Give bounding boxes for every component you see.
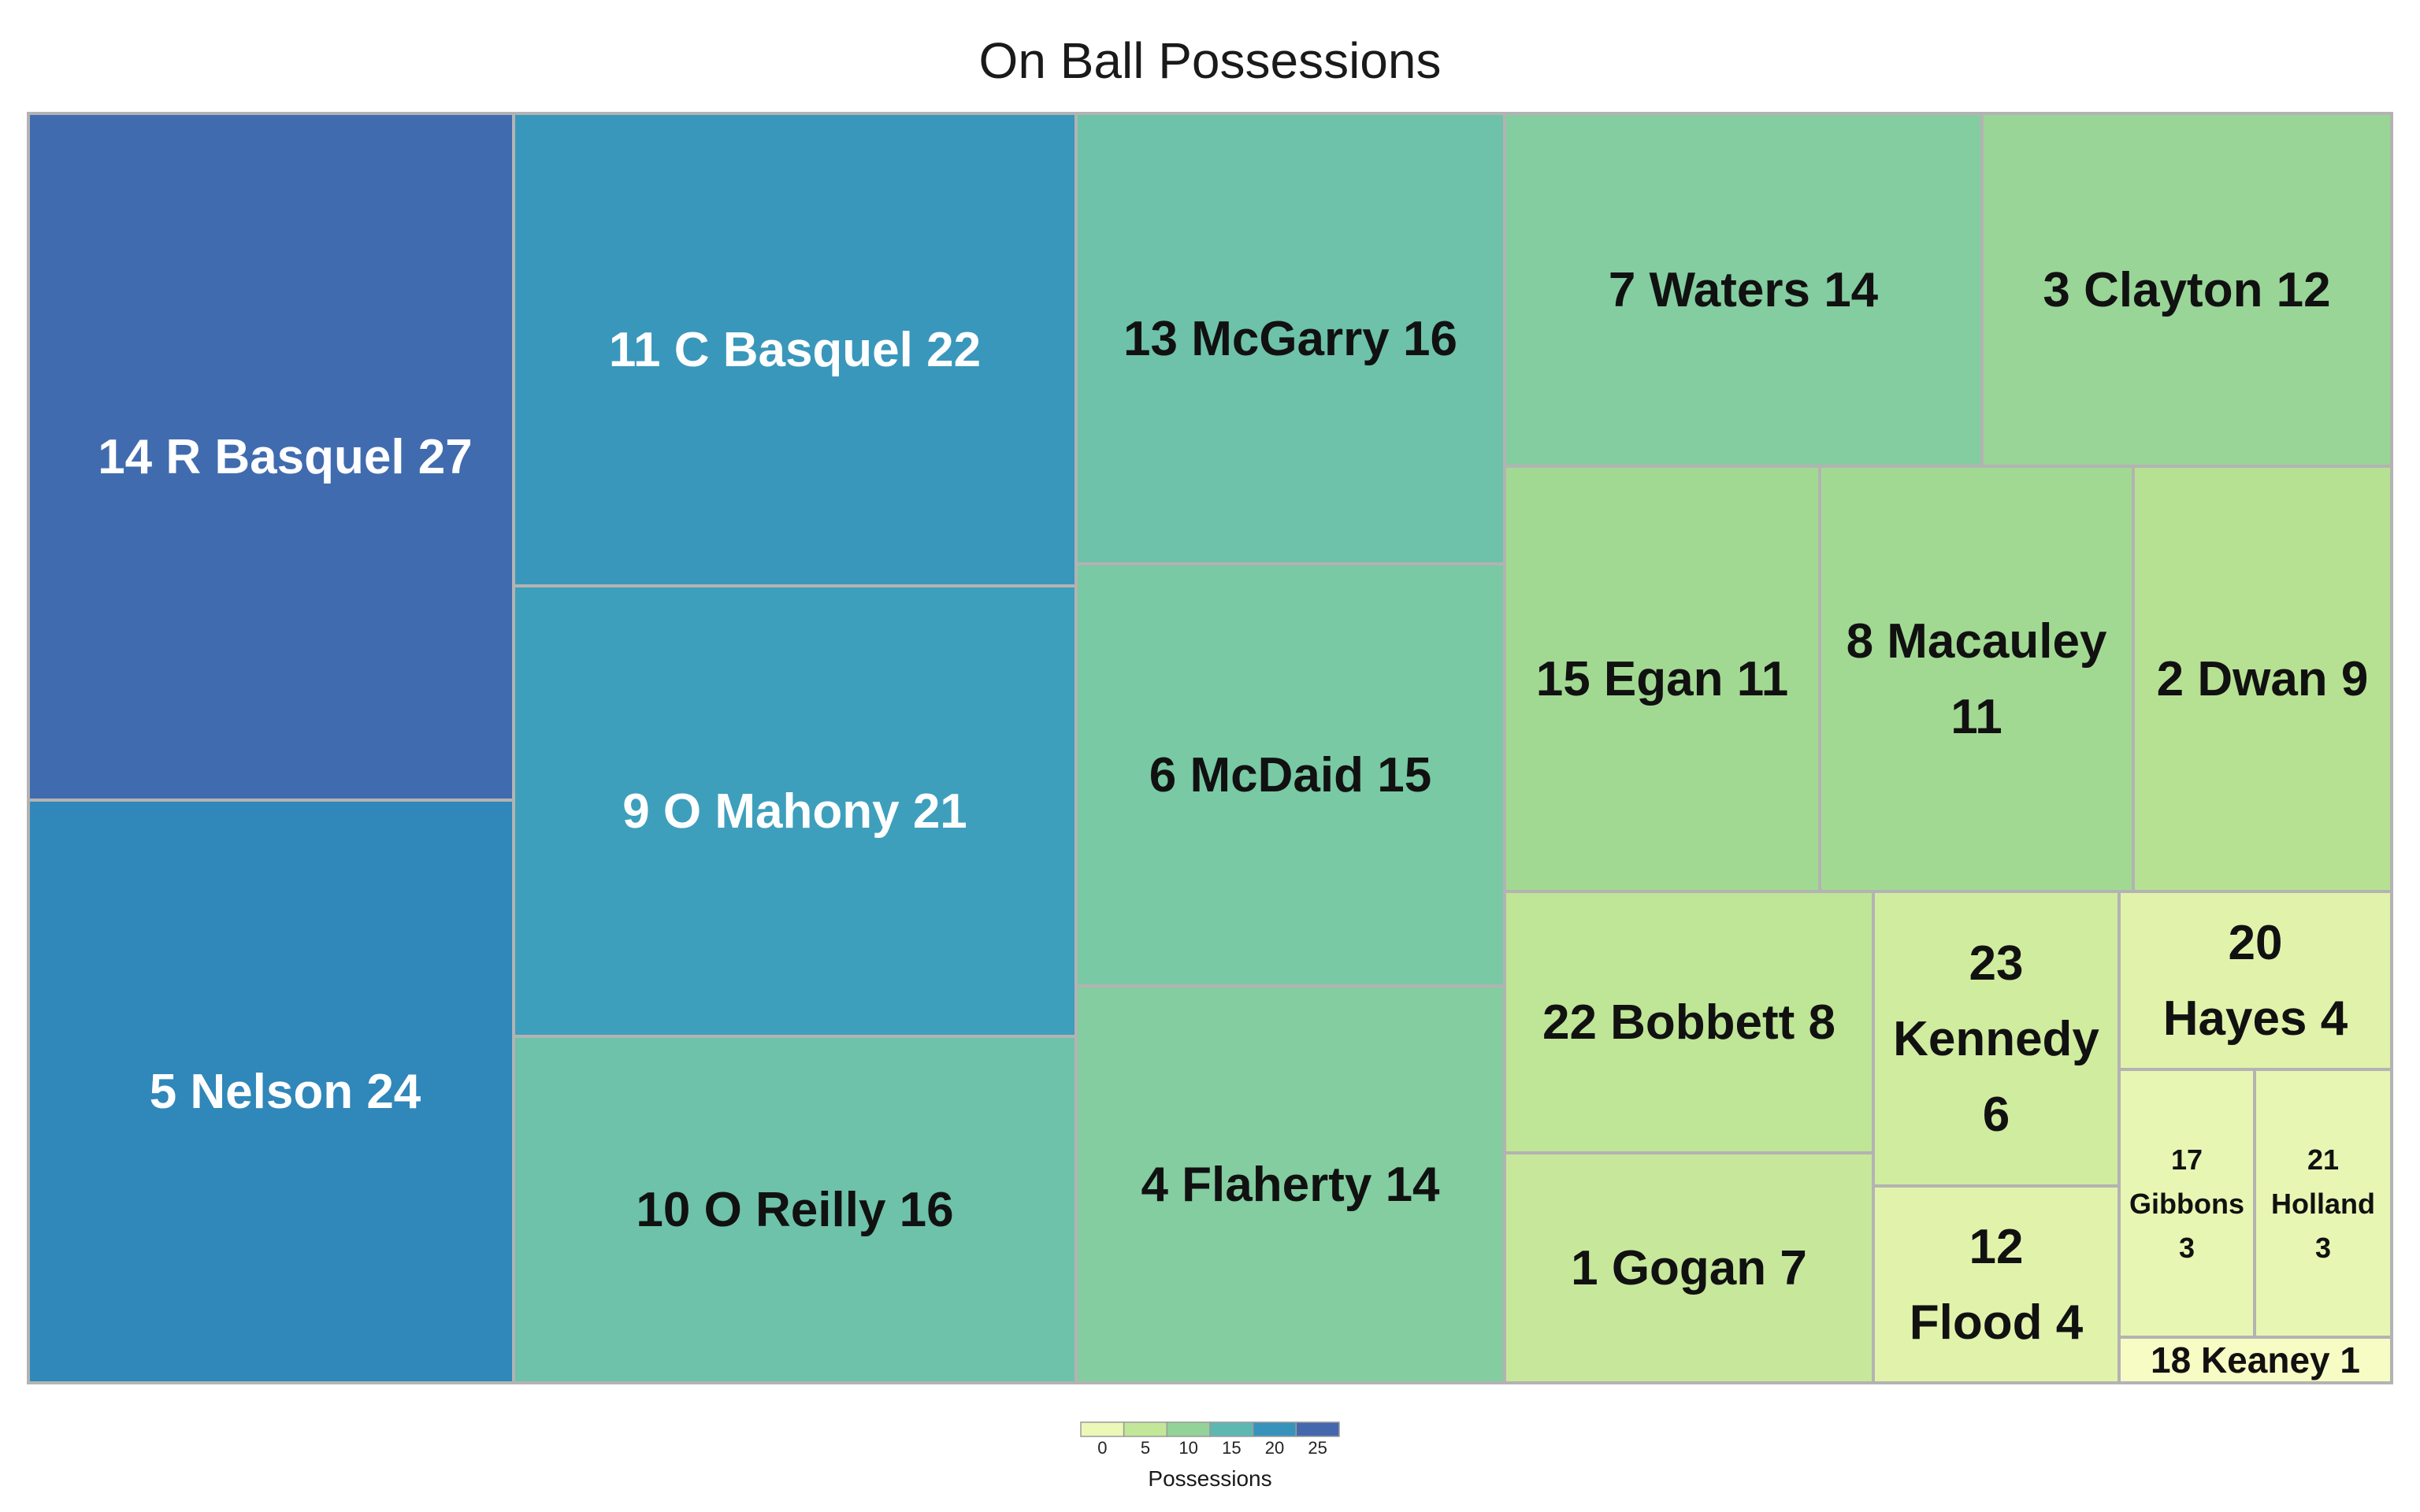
treemap-label-2-dwan-9: 2 Dwan 9	[2157, 652, 2369, 706]
treemap-tile-8-macauley-11	[1818, 465, 2135, 893]
treemap-tile-4-flaherty-14	[1075, 984, 1506, 1384]
treemap-tile-21-holland-3	[2253, 1068, 2393, 1339]
treemap-tile-12-flood-4	[1872, 1184, 2121, 1384]
treemap-tile-2-dwan-9	[2132, 465, 2393, 893]
treemap-tile-9-o-mahony-21	[512, 584, 1078, 1038]
treemap-tile-20-hayes-4	[2118, 890, 2393, 1071]
treemap-label-20-hayes-4: 20 Hayes 4	[2163, 915, 2348, 1045]
legend-swatch	[1123, 1421, 1168, 1437]
legend-swatch	[1080, 1421, 1125, 1437]
legend-tick-label: 10	[1178, 1438, 1197, 1458]
treemap-label-4-flaherty-14: 4 Flaherty 14	[1141, 1158, 1440, 1212]
treemap-label-23-kennedy-6: 23 Kennedy 6	[1893, 936, 2099, 1141]
treemap-tile-5-nelson-24	[27, 799, 544, 1384]
legend-title: Possessions	[1148, 1466, 1272, 1491]
chart-title: On Ball Possessions	[978, 32, 1442, 89]
treemap-label-9-o-mahony-21: 9 O Mahony 21	[622, 784, 967, 839]
treemap-tile-6-mcdaid-15	[1075, 562, 1506, 988]
treemap-tile-3-clayton-12	[1980, 112, 2393, 468]
treemap-label-13-mcgarry-16: 13 McGarry 16	[1123, 312, 1457, 366]
treemap-tile-7-waters-14	[1503, 112, 1984, 468]
legend-tick-label: 15	[1222, 1438, 1241, 1458]
color-legend: 0 5 10 15 20 25	[1080, 1421, 1340, 1458]
treemap-label-22-bobbett-8: 22 Bobbett 8	[1542, 995, 1835, 1050]
treemap-tile-18-keaney-1	[2118, 1336, 2393, 1384]
treemap-label-7-waters-14: 7 Waters 14	[1609, 263, 1879, 317]
legend-tick-label: 25	[1308, 1438, 1327, 1458]
legend-tick-label: 5	[1141, 1438, 1150, 1458]
treemap-tile-11-c-basquel-22	[512, 112, 1078, 587]
treemap-tile-14-r-basquel-27	[27, 112, 544, 802]
legend-tick-label: 0	[1097, 1438, 1107, 1458]
treemap-label-10-o-reilly-16: 10 O Reilly 16	[636, 1183, 953, 1237]
treemap-label-17-gibbons-3: 17 Gibbons 3	[2129, 1143, 2244, 1264]
treemap-tile-22-bobbett-8	[1503, 890, 1875, 1154]
treemap-label-3-clayton-12: 3 Clayton 12	[2043, 263, 2330, 317]
treemap-label-1-gogan-7: 1 Gogan 7	[1571, 1241, 1807, 1295]
treemap-label-18-keaney-1: 18 Keaney 1	[2151, 1340, 2360, 1380]
treemap-label-8-macauley-11: 8 Macauley 11	[1847, 613, 2107, 743]
legend-swatch	[1295, 1421, 1340, 1437]
treemap-label-15-egan-11: 15 Egan 11	[1536, 652, 1789, 706]
legend-tick-label: 20	[1265, 1438, 1284, 1458]
treemap-tile-1-gogan-7	[1503, 1151, 1875, 1384]
legend-swatch	[1209, 1421, 1254, 1437]
legend-swatch	[1252, 1421, 1297, 1437]
legend-swatch	[1166, 1421, 1211, 1437]
treemap-label-21-holland-3: 21 Holland 3	[2271, 1143, 2375, 1264]
treemap-tiles: 14 R Basquel 27 5 Nelson 24 11 C Basquel 2…	[27, 112, 2393, 1384]
treemap-label-14-r-basquel-27: 14 R Basquel 27	[98, 430, 473, 484]
treemap-label-5-nelson-24: 5 Nelson 24	[150, 1065, 421, 1119]
treemap-label-6-mcdaid-15: 6 McDaid 15	[1149, 748, 1431, 802]
treemap-tile-10-o-reilly-16	[512, 1035, 1078, 1384]
treemap-label-11-c-basquel-22: 11 C Basquel 22	[609, 323, 981, 377]
treemap-label-12-flood-4: 12 Flood 4	[1910, 1219, 2084, 1349]
treemap-tile-23-kennedy-6	[1872, 890, 2121, 1188]
